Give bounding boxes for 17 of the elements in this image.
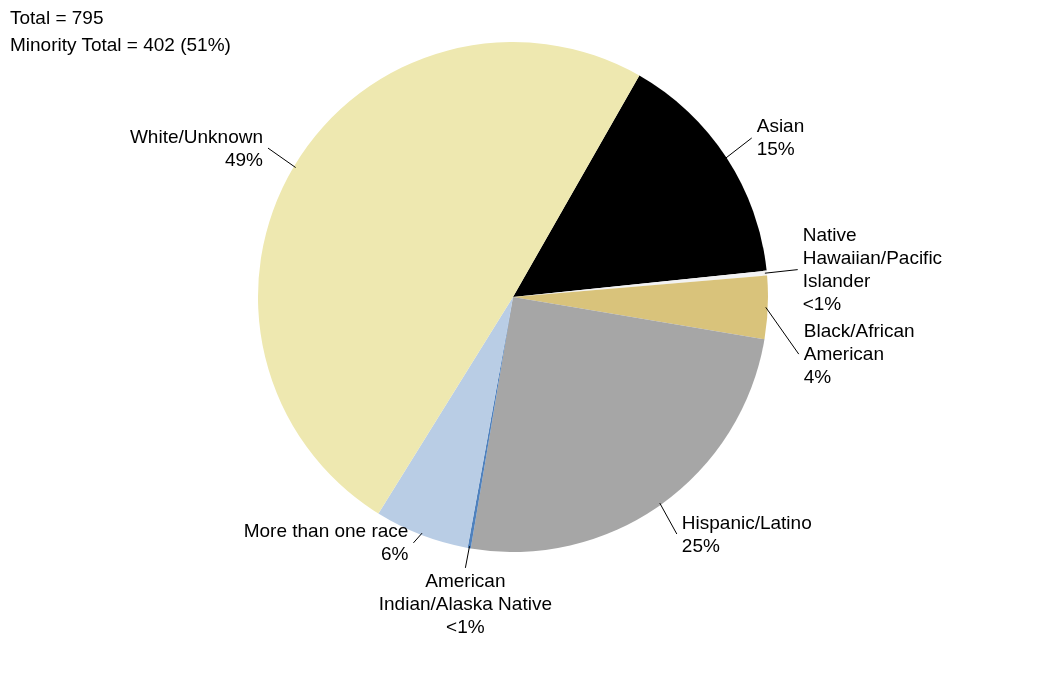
slice-label: White/Unknown [129,125,263,147]
pie-slice [513,275,768,340]
data-label: 6% [380,543,409,565]
slice-label: American Indian/Alaska Native [378,570,552,615]
text: Total = 795 [10,7,104,28]
text: Minority Total = 402 (51%) [10,34,231,55]
slice-label: Native Hawaiian/Pacific Islander [802,224,943,292]
slice-label: Black/African American [803,320,915,365]
data-label: <1% [446,616,485,638]
data-label: 25% [681,534,720,556]
slice-label: Asian [756,115,805,137]
data-label: <1% [802,293,842,315]
slice-label: More than one race [243,520,409,542]
data-label: 49% [224,148,264,170]
data-label: 15% [756,138,795,160]
data-label: 4% [803,366,832,388]
slice-label: Hispanic/Latino [681,511,812,533]
